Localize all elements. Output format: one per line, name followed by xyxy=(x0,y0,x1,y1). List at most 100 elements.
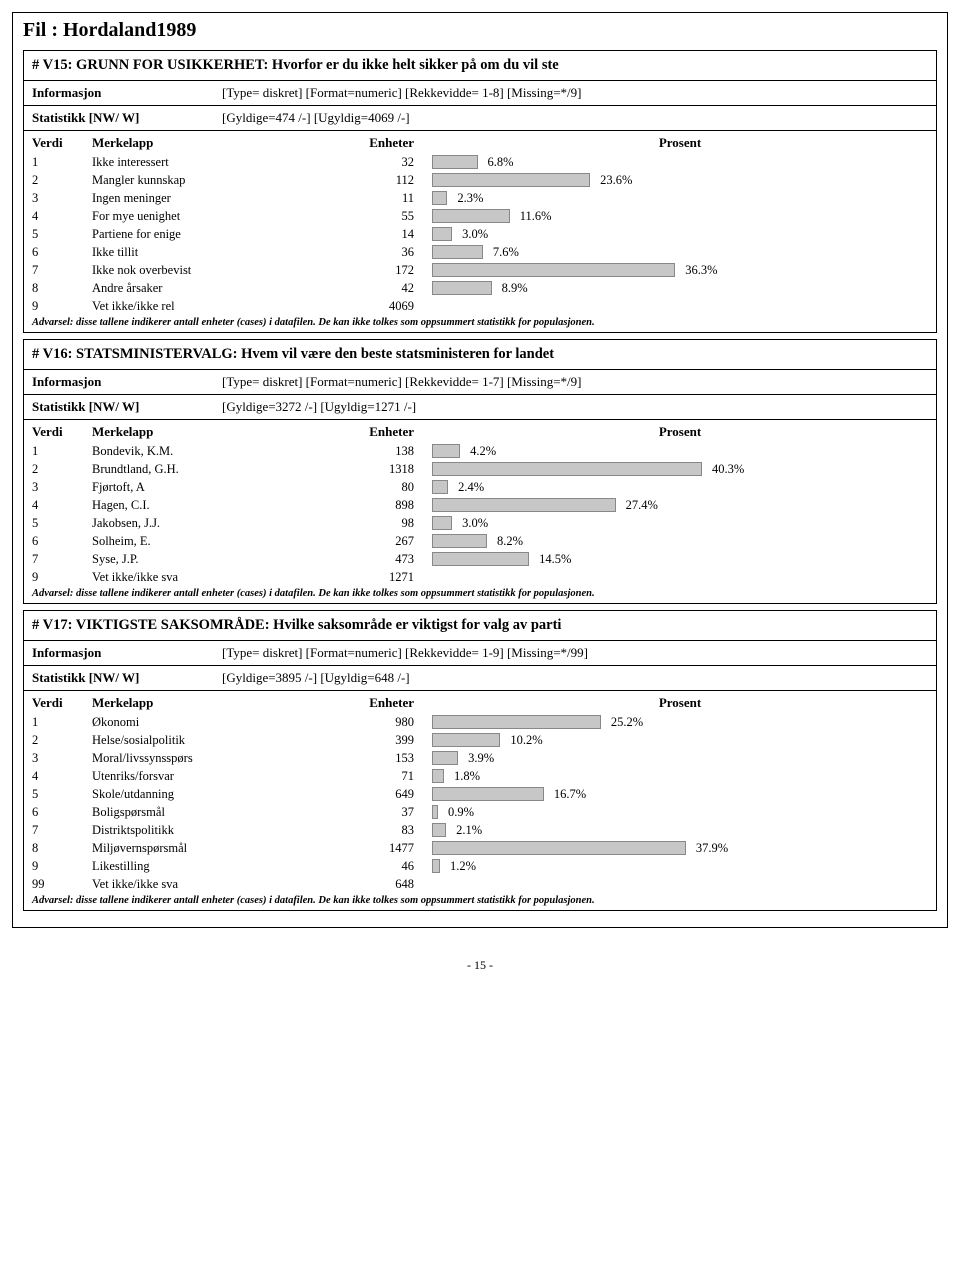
stat-label: Statistikk [NW/ W] xyxy=(24,666,214,690)
cell-pct: 10.2% xyxy=(504,733,564,748)
stat-row: Statistikk [NW/ W][Gyldige=3272 /-] [Ugy… xyxy=(24,395,936,420)
bar-fill xyxy=(432,787,544,801)
cell-verdi: 9 xyxy=(32,570,92,585)
cell-pct: 36.3% xyxy=(679,263,739,278)
info-label: Informasjon xyxy=(24,641,214,665)
stat-label: Statistikk [NW/ W] xyxy=(24,395,214,419)
table-row: 6Solheim, E.2678.2% xyxy=(24,532,936,550)
cell-bar: 8.2% xyxy=(432,534,702,548)
bar-fill xyxy=(432,245,483,259)
cell-bar: 40.3% xyxy=(432,462,702,476)
warning-text: Advarsel: disse tallene indikerer antall… xyxy=(24,315,936,332)
bar-fill xyxy=(432,733,500,747)
cell-enheter: 153 xyxy=(352,751,432,766)
info-row: Informasjon[Type= diskret] [Format=numer… xyxy=(24,641,936,666)
cell-pct: 40.3% xyxy=(706,462,766,477)
cell-pct: 3.0% xyxy=(456,516,516,531)
cell-merkelapp: Vet ikke/ikke sva xyxy=(92,877,352,892)
cell-enheter: 649 xyxy=(352,787,432,802)
cell-merkelapp: Jakobsen, J.J. xyxy=(92,516,352,531)
hdr-merkelapp: Merkelapp xyxy=(92,695,352,711)
cell-enheter: 80 xyxy=(352,480,432,495)
bar-fill xyxy=(432,534,487,548)
table-row: 1Ikke interessert326.8% xyxy=(24,153,936,171)
table-row: 2Brundtland, G.H.131840.3% xyxy=(24,460,936,478)
bar-fill xyxy=(432,191,447,205)
table-row: 4Hagen, C.I.89827.4% xyxy=(24,496,936,514)
cell-merkelapp: Skole/utdanning xyxy=(92,787,352,802)
hdr-prosent: Prosent xyxy=(432,695,928,711)
cell-verdi: 2 xyxy=(32,462,92,477)
table-row: 7Syse, J.P.47314.5% xyxy=(24,550,936,568)
sections-host: # V15: GRUNN FOR USIKKERHET: Hvorfor er … xyxy=(23,50,937,911)
cell-verdi: 7 xyxy=(32,552,92,567)
cell-bar: 23.6% xyxy=(432,173,702,187)
cell-pct: 23.6% xyxy=(594,173,654,188)
info-row: Informasjon[Type= diskret] [Format=numer… xyxy=(24,81,936,106)
table-row: 9Vet ikke/ikke sva1271 xyxy=(24,568,936,586)
cell-enheter: 1271 xyxy=(352,570,432,585)
cell-merkelapp: Mangler kunnskap xyxy=(92,173,352,188)
cell-bar: 4.2% xyxy=(432,444,702,458)
cell-enheter: 37 xyxy=(352,805,432,820)
section-title: # V16: STATSMINISTERVALG: Hvem vil være … xyxy=(24,340,936,370)
cell-verdi: 5 xyxy=(32,516,92,531)
cell-enheter: 898 xyxy=(352,498,432,513)
cell-enheter: 138 xyxy=(352,444,432,459)
cell-verdi: 3 xyxy=(32,480,92,495)
cell-bar: 14.5% xyxy=(432,552,702,566)
cell-merkelapp: Ikke nok overbevist xyxy=(92,263,352,278)
section-title: # V17: VIKTIGSTE SAKSOMRÅDE: Hvilke saks… xyxy=(24,611,936,641)
hdr-enheter: Enheter xyxy=(352,695,432,711)
bar-fill xyxy=(432,227,452,241)
bar-fill xyxy=(432,823,446,837)
cell-bar: 6.8% xyxy=(432,155,702,169)
cell-bar: 27.4% xyxy=(432,498,702,512)
hdr-prosent: Prosent xyxy=(432,135,928,151)
section-title: # V15: GRUNN FOR USIKKERHET: Hvorfor er … xyxy=(24,51,936,81)
cell-verdi: 6 xyxy=(32,805,92,820)
table-row: 4For mye uenighet5511.6% xyxy=(24,207,936,225)
cell-pct: 0.9% xyxy=(442,805,502,820)
cell-merkelapp: Økonomi xyxy=(92,715,352,730)
table-row: 9Likestilling461.2% xyxy=(24,857,936,875)
stat-row: Statistikk [NW/ W][Gyldige=474 /-] [Ugyl… xyxy=(24,106,936,131)
cell-pct: 4.2% xyxy=(464,444,524,459)
cell-verdi: 9 xyxy=(32,299,92,314)
cell-merkelapp: Bondevik, K.M. xyxy=(92,444,352,459)
cell-merkelapp: Vet ikke/ikke sva xyxy=(92,570,352,585)
table-row: 3Moral/livssynsspørs1533.9% xyxy=(24,749,936,767)
cell-verdi: 7 xyxy=(32,263,92,278)
cell-merkelapp: Boligspørsmål xyxy=(92,805,352,820)
table-row: 3Ingen meninger112.3% xyxy=(24,189,936,207)
cell-pct: 37.9% xyxy=(690,841,750,856)
hdr-merkelapp: Merkelapp xyxy=(92,135,352,151)
stat-value: [Gyldige=474 /-] [Ugyldig=4069 /-] xyxy=(214,106,936,130)
cell-verdi: 8 xyxy=(32,281,92,296)
cell-verdi: 9 xyxy=(32,859,92,874)
cell-bar: 16.7% xyxy=(432,787,702,801)
bar-fill xyxy=(432,281,492,295)
hdr-enheter: Enheter xyxy=(352,424,432,440)
cell-merkelapp: Hagen, C.I. xyxy=(92,498,352,513)
cell-enheter: 112 xyxy=(352,173,432,188)
cell-merkelapp: Brundtland, G.H. xyxy=(92,462,352,477)
cell-merkelapp: Partiene for enige xyxy=(92,227,352,242)
hdr-merkelapp: Merkelapp xyxy=(92,424,352,440)
stat-value: [Gyldige=3895 /-] [Ugyldig=648 /-] xyxy=(214,666,936,690)
warning-text: Advarsel: disse tallene indikerer antall… xyxy=(24,586,936,603)
bar-fill xyxy=(432,516,452,530)
cell-verdi: 4 xyxy=(32,209,92,224)
cell-merkelapp: Solheim, E. xyxy=(92,534,352,549)
cell-bar: 7.6% xyxy=(432,245,702,259)
bar-fill xyxy=(432,480,448,494)
cell-bar: 37.9% xyxy=(432,841,702,855)
cell-bar: 25.2% xyxy=(432,715,702,729)
cell-enheter: 4069 xyxy=(352,299,432,314)
info-label: Informasjon xyxy=(24,370,214,394)
bar-fill xyxy=(432,841,686,855)
cell-merkelapp: Miljøvernspørsmål xyxy=(92,841,352,856)
bar-fill xyxy=(432,498,616,512)
table-row: 5Partiene for enige143.0% xyxy=(24,225,936,243)
cell-enheter: 55 xyxy=(352,209,432,224)
